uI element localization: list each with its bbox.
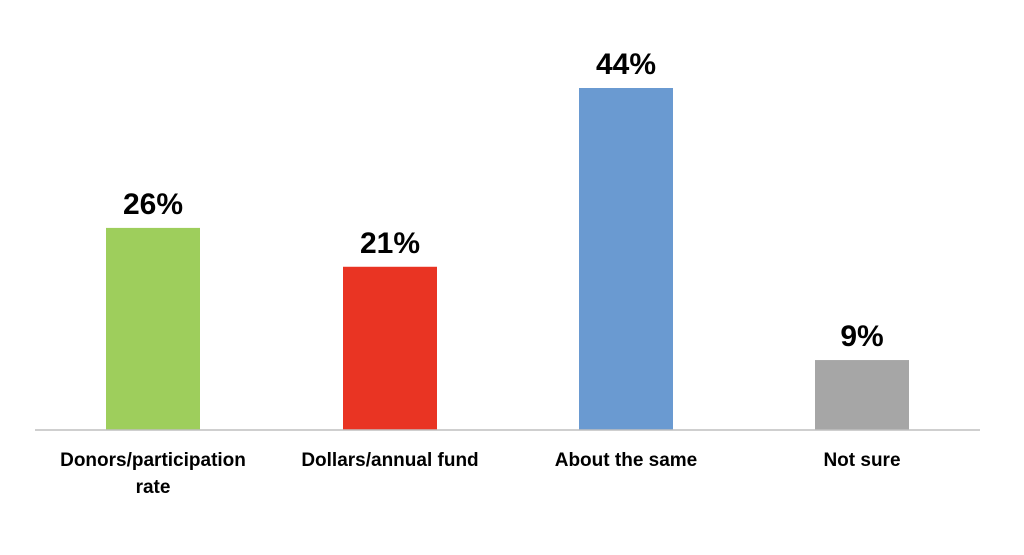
bars-group — [106, 88, 909, 430]
data-label-4: 9% — [840, 320, 883, 353]
category-label-line: Dollars/annual fund — [301, 450, 478, 471]
category-label-line: rate — [136, 477, 171, 498]
category-label-1: Donors/participation rate — [60, 450, 246, 498]
category-label-line: About the same — [555, 450, 698, 471]
data-label-1: 26% — [123, 188, 183, 221]
category-label-2: Dollars/annual fund — [301, 450, 478, 471]
category-label-line: Not sure — [823, 450, 900, 471]
data-label-3: 44% — [596, 48, 656, 81]
category-label-line: Donors/participation — [60, 450, 246, 471]
data-labels-group: 26% 21% 44% 9% — [123, 48, 884, 353]
data-label-2: 21% — [360, 227, 420, 260]
category-label-3: About the same — [555, 450, 698, 471]
bar-4 — [815, 360, 909, 430]
bar-3 — [579, 88, 673, 430]
category-label-4: Not sure — [823, 450, 900, 471]
category-labels-group: Donors/participation rate Dollars/annual f… — [60, 450, 900, 498]
bar-1 — [106, 227, 200, 430]
bar-2 — [343, 266, 437, 430]
